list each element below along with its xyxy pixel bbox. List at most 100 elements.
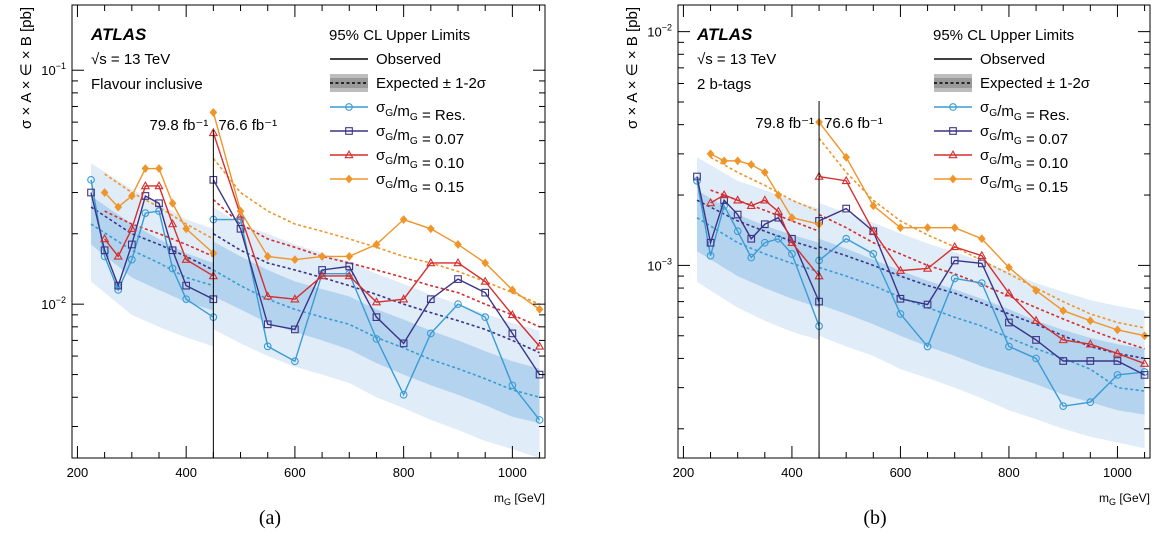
- data-point: [693, 172, 701, 181]
- x-tick-label: 400: [175, 465, 197, 480]
- data-point: [1005, 318, 1013, 327]
- data-point: [1058, 334, 1068, 344]
- data-point: [168, 246, 177, 255]
- x-tick-label: 800: [998, 465, 1020, 480]
- lumi-left-label: 79.8 fb⁻¹: [755, 115, 814, 132]
- data-point: [1113, 371, 1122, 379]
- data-point: [842, 204, 851, 213]
- data-point: [371, 297, 382, 306]
- observed-line-0-left: [90, 179, 214, 318]
- lumi-right-label: 76.6 fb⁻¹: [824, 115, 883, 132]
- data-point: [869, 250, 878, 258]
- x-tick-label: 1000: [1103, 465, 1132, 480]
- data-point: [1031, 315, 1041, 324]
- data-point: [372, 240, 381, 249]
- legend-title: 95% CL Upper Limits: [329, 27, 470, 44]
- data-point: [535, 416, 544, 424]
- x-tick-label: 200: [67, 465, 89, 480]
- data-point: [1032, 286, 1040, 296]
- x-tick-label: 1000: [498, 465, 527, 480]
- legend-series-marker: [345, 174, 353, 184]
- legend-series-marker: [949, 174, 957, 184]
- data-point: [87, 188, 95, 197]
- data-point: [318, 251, 326, 261]
- legend-series-label: σG/mG = 0.07: [376, 123, 464, 148]
- data-point: [182, 281, 191, 290]
- data-point: [453, 257, 463, 267]
- data-point: [774, 190, 783, 200]
- data-point: [733, 227, 742, 236]
- energy-label: √s = 13 TeV: [91, 51, 170, 68]
- x-tick-label: 600: [284, 465, 306, 480]
- data-point: [345, 251, 354, 261]
- data-point: [950, 256, 959, 265]
- data-point: [426, 329, 435, 338]
- data-point: [263, 251, 272, 261]
- data-point: [481, 288, 490, 297]
- expected-line-3-right: [818, 137, 1145, 329]
- data-point: [950, 223, 959, 233]
- legend-title: 95% CL Upper Limits: [933, 27, 1074, 44]
- legend-observed-label: Observed: [376, 51, 441, 68]
- data-point: [181, 254, 191, 263]
- data-point: [746, 200, 756, 209]
- observed-line-0-left: [696, 180, 820, 327]
- data-point: [1086, 398, 1095, 407]
- data-point: [508, 329, 517, 338]
- data-point: [760, 167, 769, 177]
- data-point: [480, 276, 490, 285]
- data-point: [236, 224, 245, 233]
- data-point: [454, 240, 462, 249]
- data-point: [977, 259, 986, 268]
- data-point: [950, 274, 959, 283]
- y-tick-label: 10−2: [647, 23, 672, 40]
- data-point: [535, 304, 544, 314]
- data-point: [141, 164, 150, 173]
- data-point: [1113, 357, 1122, 365]
- data-point: [127, 191, 136, 201]
- legend-expected-label: Expected ± 1-2σ: [376, 75, 487, 92]
- data-point: [868, 226, 878, 235]
- data-point: [896, 223, 905, 233]
- data-point: [481, 313, 490, 321]
- legend-series-label: σG/mG = 0.15: [980, 171, 1068, 196]
- data-point: [263, 342, 272, 351]
- x-tick-label: 400: [781, 465, 803, 480]
- data-point: [747, 160, 756, 169]
- data-point: [719, 190, 729, 199]
- data-point: [155, 207, 163, 215]
- legend-series-marker: [344, 149, 354, 159]
- legend-series-label: σG/mG = 0.07: [980, 123, 1068, 148]
- data-point: [113, 251, 123, 260]
- data-point: [1059, 402, 1068, 410]
- data-point: [977, 234, 986, 244]
- observed-line-1-right: [212, 179, 541, 375]
- expected-line-0-right: [818, 266, 1145, 392]
- data-point: [236, 206, 245, 216]
- data-point: [399, 215, 408, 224]
- panel-b: 200 400 600 800 1000 10−3 10−2 mG [GeV] σ × A × …: [624, 4, 1151, 529]
- x-tick-label: 600: [890, 465, 912, 480]
- data-point: [114, 202, 123, 212]
- data-point: [1004, 288, 1014, 297]
- legend-series-marker: [948, 149, 958, 159]
- data-point: [291, 357, 299, 366]
- data-point: [1005, 342, 1013, 351]
- data-point: [481, 258, 490, 268]
- data-point: [787, 237, 797, 246]
- data-point: [87, 175, 95, 184]
- data-point: [705, 197, 716, 207]
- legend-series-marker: [345, 103, 353, 111]
- expected-line-2-right: [212, 198, 540, 328]
- selection-label: 2 b-tags: [697, 76, 751, 93]
- selection-label: Flavour inclusive: [91, 76, 203, 93]
- data-point: [141, 209, 150, 217]
- observed-line-3-left: [104, 167, 214, 254]
- data-point: [127, 255, 136, 264]
- legend-series-label: σG/mG = 0.10: [376, 147, 464, 172]
- plot-area: [87, 108, 545, 458]
- data-point: [168, 264, 177, 273]
- data-point: [168, 198, 177, 208]
- lumi-right-label: 76.6 fb⁻¹: [218, 117, 277, 134]
- y-tick-label: 10−1: [41, 61, 66, 78]
